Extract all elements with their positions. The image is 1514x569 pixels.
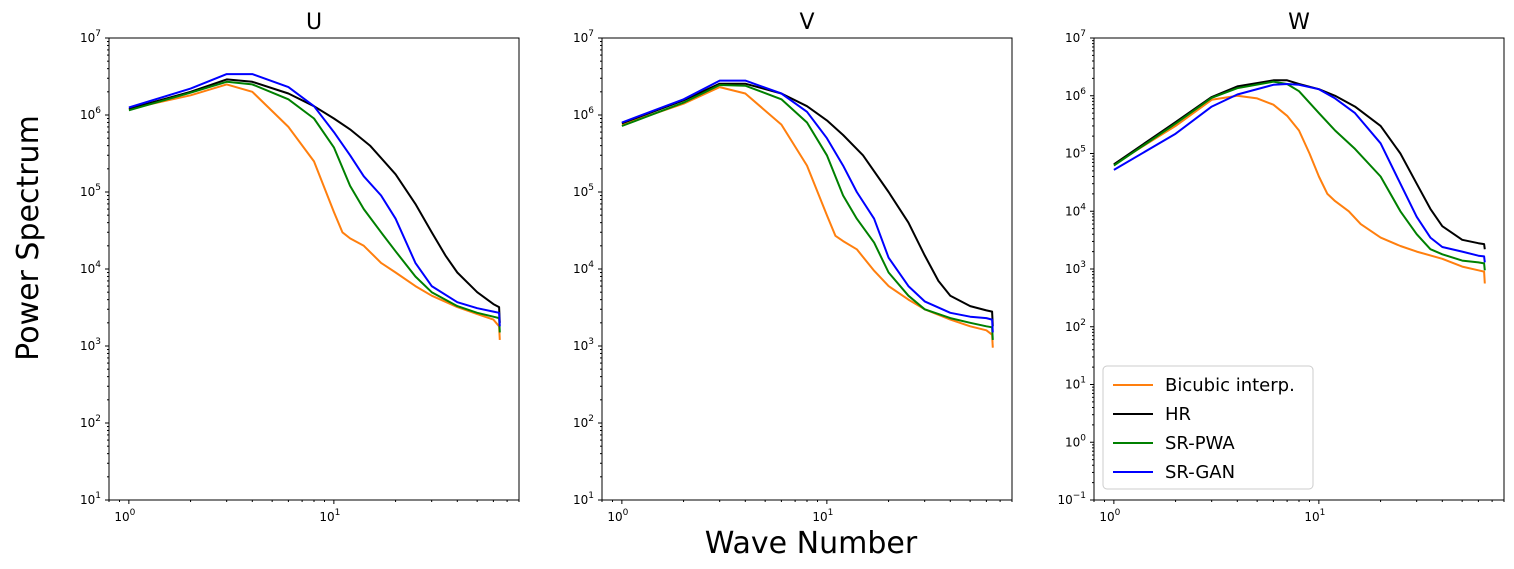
series-group [1113,79,1486,284]
y-tick-label: 101 [80,491,101,507]
x-axis-label: Wave Number [705,526,918,561]
series-line-bicubic-interp [621,86,994,348]
y-tick-label: 106 [80,106,101,122]
series-line-bicubic-interp [1113,94,1486,284]
series-line-bicubic-interp [128,83,501,340]
y-tick-label: 100 [1065,433,1086,449]
series-line-sr-gan [128,73,501,327]
y-tick-label: 104 [80,260,101,276]
y-tick-label: 105 [1065,145,1086,161]
legend-box [1102,365,1314,490]
y-tick-label: 103 [573,337,594,353]
panel-title: W [1288,10,1310,35]
series-line-sr-pwa [621,84,994,340]
series-line-hr [1113,79,1486,250]
series-line-hr [621,82,994,327]
x-tick-label: 100 [1099,508,1120,524]
y-tick-label: 102 [573,414,594,430]
legend-label-sr-gan: SR-GAN [1165,462,1235,483]
legend-label-hr: HR [1165,404,1191,425]
series-line-sr-gan [621,79,994,333]
x-tick-label: 100 [607,508,628,524]
y-tick-label: 101 [1065,376,1086,392]
y-tick-label: 103 [80,337,101,353]
x-tick-label: 101 [319,508,340,524]
x-tick-label: 100 [114,508,135,524]
panel-v: 101 102 103 104 105 106 107 100 101 V [573,10,1013,524]
y-tick-label: 107 [573,29,594,45]
series-group [621,79,994,348]
y-tick-label: 103 [1065,260,1086,276]
y-tick-label: 104 [573,260,594,276]
y-tick-label: 104 [1065,202,1086,218]
legend: Bicubic interp. HR SR-PWA SR-GAN [1102,365,1314,490]
y-tick-label: 102 [1065,318,1086,334]
series-line-sr-pwa [128,80,501,333]
legend-label-sr-pwa: SR-PWA [1165,433,1235,454]
x-tick-label: 101 [1304,508,1325,524]
series-line-sr-gan [1113,83,1486,263]
panel-title: V [799,10,814,35]
series-line-hr [128,78,501,323]
y-tick-label: 105 [573,183,594,199]
y-tick-label: 106 [1065,87,1086,103]
x-tick-label: 101 [812,508,833,524]
panel-u: 101 102 103 104 105 106 107 100 101 U [80,10,520,524]
series-group [128,73,501,340]
y-tick-label: 101 [573,491,594,507]
y-tick-label: 105 [80,183,101,199]
series-line-sr-pwa [1113,80,1486,271]
y-axis-label: Power Spectrum [11,115,46,361]
y-tick-label: 102 [80,414,101,430]
panel-title: U [306,10,322,35]
y-tick-label: 106 [573,106,594,122]
legend-label-bicubic-interp: Bicubic interp. [1165,375,1295,396]
y-tick-label: 107 [1065,29,1086,45]
y-tick-label: 107 [80,29,101,45]
y-tick-label: 10−1 [1057,491,1086,507]
